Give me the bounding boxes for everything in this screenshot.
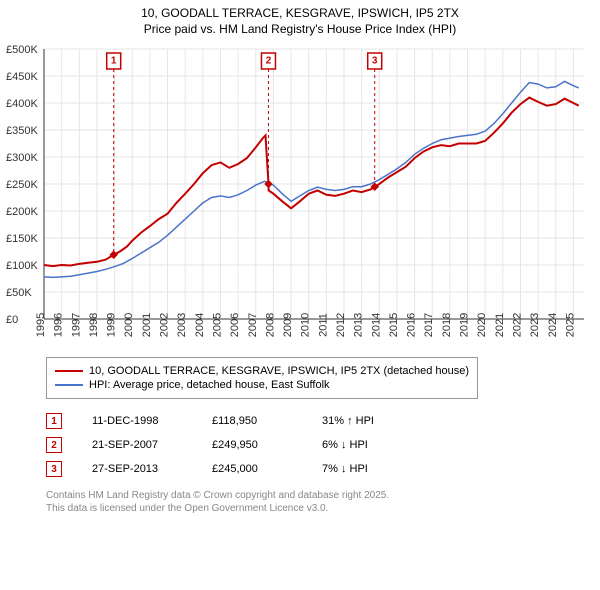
- y-tick-label: £50K: [6, 287, 32, 299]
- x-tick-label: 2001: [141, 313, 153, 337]
- x-tick-label: 1999: [106, 313, 118, 337]
- event-row: 2 21-SEP-2007 £249,950 6% ↓ HPI: [46, 433, 594, 457]
- x-tick-label: 2020: [476, 313, 488, 337]
- y-tick-label: £100K: [6, 260, 38, 272]
- x-tick-label: 2013: [353, 313, 365, 337]
- x-tick-label: 2022: [511, 313, 523, 337]
- x-tick-label: 2025: [564, 313, 576, 337]
- x-tick-label: 2007: [247, 313, 259, 337]
- x-tick-label: 2000: [123, 313, 135, 337]
- y-tick-label: £200K: [6, 206, 38, 218]
- legend-row: HPI: Average price, detached house, East…: [55, 378, 469, 392]
- x-tick-label: 2005: [211, 313, 223, 337]
- x-tick-label: 2011: [317, 313, 329, 337]
- marker-box-label: 2: [266, 56, 272, 67]
- legend-label: 10, GOODALL TERRACE, KESGRAVE, IPSWICH, …: [89, 365, 469, 377]
- legend-label: HPI: Average price, detached house, East…: [89, 379, 330, 391]
- event-date: 27-SEP-2013: [92, 463, 182, 475]
- x-tick-label: 1998: [88, 313, 100, 337]
- x-tick-label: 2019: [459, 313, 471, 337]
- x-tick-label: 2004: [194, 313, 206, 337]
- x-tick-label: 2009: [282, 313, 294, 337]
- chart-area: £0 £50K £100K £150K £200K £250K £300K £350K £400…: [6, 41, 594, 351]
- x-tick-label: 2023: [529, 313, 541, 337]
- x-tick-label: 2002: [159, 313, 171, 337]
- event-marker-box: 1: [46, 413, 62, 429]
- event-marker-box: 3: [46, 461, 62, 477]
- line-chart-svg: £0 £50K £100K £150K £200K £250K £300K £350K £400…: [6, 41, 594, 351]
- y-tick-label: £0: [6, 314, 18, 326]
- legend-swatch: [55, 370, 83, 372]
- x-tick-label: 2003: [176, 313, 188, 337]
- x-tick-label: 2018: [441, 313, 453, 337]
- event-hpi-delta: 7% ↓ HPI: [322, 463, 368, 475]
- event-row: 3 27-SEP-2013 £245,000 7% ↓ HPI: [46, 457, 594, 481]
- x-tick-label: 2017: [423, 313, 435, 337]
- event-price: £245,000: [212, 463, 292, 475]
- event-row: 1 11-DEC-1998 £118,950 31% ↑ HPI: [46, 409, 594, 433]
- event-hpi-delta: 31% ↑ HPI: [322, 415, 374, 427]
- series-property: [44, 98, 579, 267]
- footer-line-1: Contains HM Land Registry data © Crown c…: [46, 489, 594, 502]
- legend-row: 10, GOODALL TERRACE, KESGRAVE, IPSWICH, …: [55, 364, 469, 378]
- footer-line-2: This data is licensed under the Open Gov…: [46, 502, 594, 515]
- x-tick-label: 1997: [70, 313, 82, 337]
- event-date: 21-SEP-2007: [92, 439, 182, 451]
- event-date: 11-DEC-1998: [92, 415, 182, 427]
- x-tick-label: 1996: [53, 313, 65, 337]
- chart-title-block: 10, GOODALL TERRACE, KESGRAVE, IPSWICH, …: [6, 6, 594, 37]
- x-tick-label: 2024: [547, 313, 559, 337]
- x-tick-label: 2006: [229, 313, 241, 337]
- title-line-1: 10, GOODALL TERRACE, KESGRAVE, IPSWICH, …: [6, 6, 594, 22]
- y-tick-label: £150K: [6, 233, 38, 245]
- y-tick-label: £300K: [6, 152, 38, 164]
- x-tick-label: 1995: [35, 313, 47, 337]
- marker-box-label: 3: [372, 56, 378, 67]
- x-tick-label: 2010: [300, 313, 312, 337]
- title-line-2: Price paid vs. HM Land Registry's House …: [6, 22, 594, 38]
- x-tick-label: 2014: [370, 313, 382, 337]
- event-price: £249,950: [212, 439, 292, 451]
- x-tick-label: 2015: [388, 313, 400, 337]
- event-price: £118,950: [212, 415, 292, 427]
- y-tick-label: £500K: [6, 44, 38, 56]
- marker-box-label: 1: [111, 56, 117, 67]
- y-tick-label: £450K: [6, 71, 38, 83]
- y-tick-label: £250K: [6, 179, 38, 191]
- y-tick-label: £400K: [6, 98, 38, 110]
- x-tick-label: 2008: [264, 313, 276, 337]
- x-tick-label: 2021: [494, 313, 506, 337]
- sale-events-table: 1 11-DEC-1998 £118,950 31% ↑ HPI 2 21-SEP-200…: [46, 409, 594, 481]
- footer-attribution: Contains HM Land Registry data © Crown c…: [46, 489, 594, 515]
- event-hpi-delta: 6% ↓ HPI: [322, 439, 368, 451]
- legend-swatch: [55, 384, 83, 386]
- y-tick-label: £350K: [6, 125, 38, 137]
- x-tick-label: 2012: [335, 313, 347, 337]
- event-marker-box: 2: [46, 437, 62, 453]
- legend-box: 10, GOODALL TERRACE, KESGRAVE, IPSWICH, …: [46, 357, 478, 399]
- x-tick-label: 2016: [406, 313, 418, 337]
